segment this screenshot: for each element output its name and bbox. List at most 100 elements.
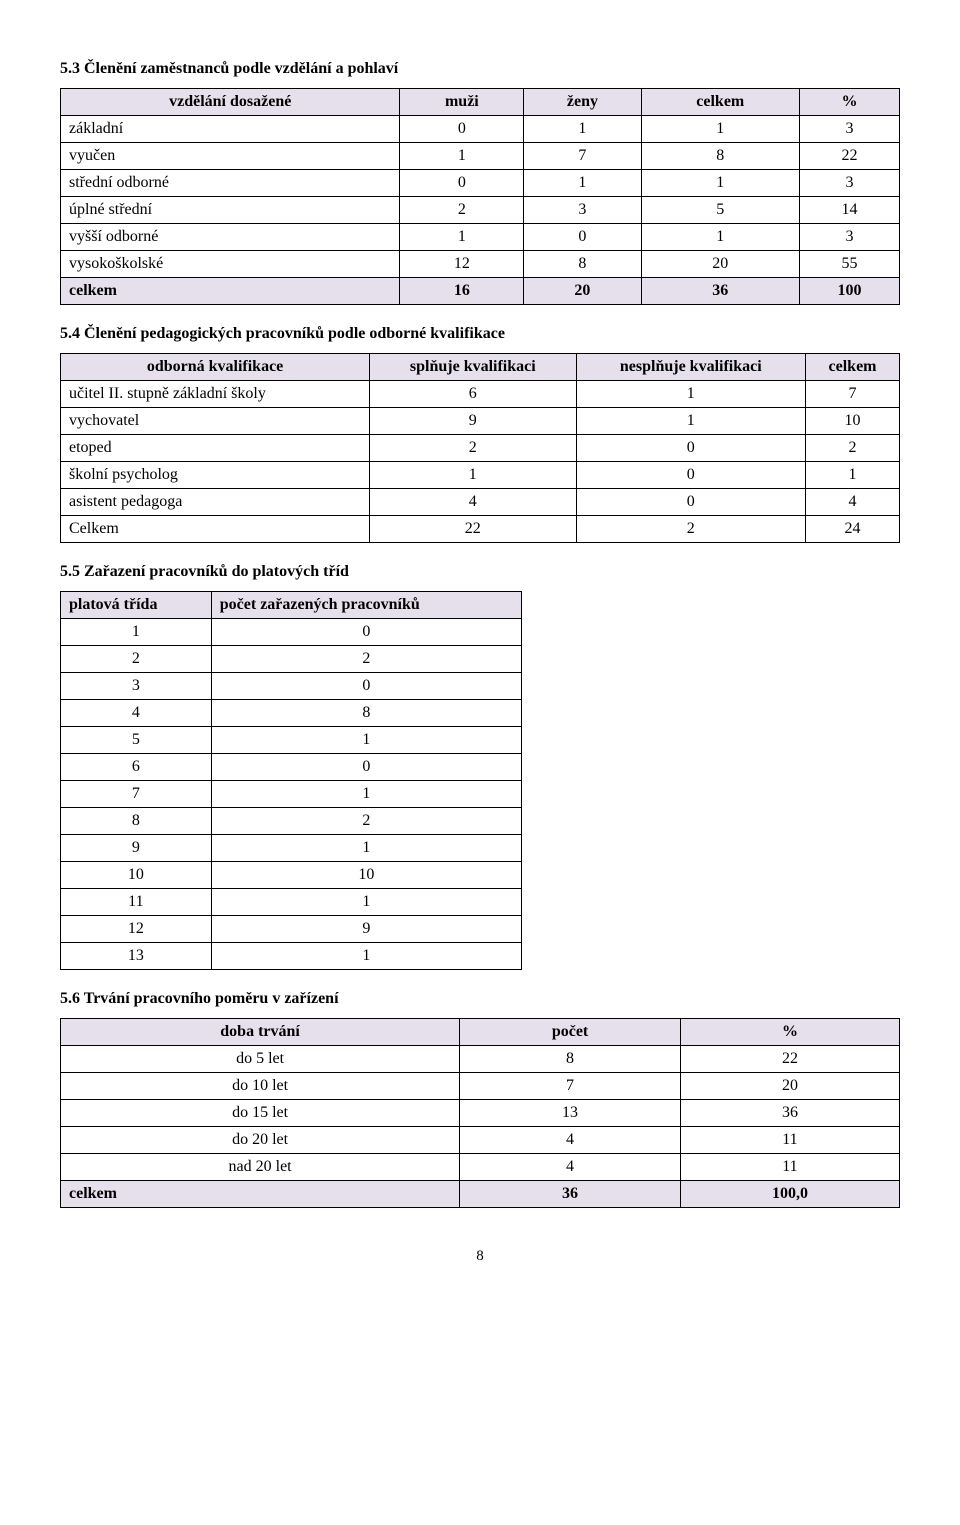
cell: 6	[61, 754, 212, 781]
table-row: 1010	[61, 862, 522, 889]
footer-cell: celkem	[61, 1181, 460, 1208]
cell: 8	[524, 251, 641, 278]
cell: 11	[61, 889, 212, 916]
table-row: 51	[61, 727, 522, 754]
cell: 8	[460, 1046, 681, 1073]
cell: do 5 let	[61, 1046, 460, 1073]
cell: 8	[61, 808, 212, 835]
table-56-body: do 5 let822do 10 let720do 15 let1336do 2…	[61, 1046, 900, 1181]
page-number: 8	[60, 1248, 900, 1265]
cell: 11	[680, 1127, 899, 1154]
cell: 14	[800, 197, 900, 224]
section-heading-56: 5.6 Trvání pracovního poměru v zařízení	[60, 990, 900, 1008]
col-header: muži	[400, 89, 524, 116]
table-row: nad 20 let411	[61, 1154, 900, 1181]
cell: 4	[806, 489, 900, 516]
cell: 1	[576, 381, 806, 408]
cell: 36	[680, 1100, 899, 1127]
table-row: 60	[61, 754, 522, 781]
cell: 1	[806, 462, 900, 489]
cell: 2	[211, 646, 521, 673]
cell: 13	[61, 943, 212, 970]
table-56: doba trvání počet % do 5 let822do 10 let…	[60, 1018, 900, 1208]
col-header: splňuje kvalifikaci	[370, 354, 576, 381]
cell: 10	[211, 862, 521, 889]
cell: učitel II. stupně základní školy	[61, 381, 370, 408]
table-53-body: základní0113vyučen17822střední odborné01…	[61, 116, 900, 278]
table-row: úplné střední23514	[61, 197, 900, 224]
table-row: 131	[61, 943, 522, 970]
section-heading-53: 5.3 Členění zaměstnanců podle vzdělání a…	[60, 60, 900, 78]
cell: 20	[680, 1073, 899, 1100]
cell: 1	[524, 170, 641, 197]
cell: 1	[641, 224, 799, 251]
cell: 8	[211, 700, 521, 727]
footer-cell: 36	[641, 278, 799, 305]
cell: 0	[576, 435, 806, 462]
table-54: odborná kvalifikace splňuje kvalifikaci …	[60, 353, 900, 543]
cell: 1	[641, 170, 799, 197]
table-row: do 5 let822	[61, 1046, 900, 1073]
cell: základní	[61, 116, 400, 143]
cell: 1	[576, 408, 806, 435]
col-header: celkem	[806, 354, 900, 381]
section-heading-55: 5.5 Zařazení pracovníků do platových tří…	[60, 563, 900, 581]
cell: úplné střední	[61, 197, 400, 224]
cell: 4	[370, 489, 576, 516]
col-header: platová třída	[61, 592, 212, 619]
cell: 55	[800, 251, 900, 278]
col-header: doba trvání	[61, 1019, 460, 1046]
cell: 1	[211, 835, 521, 862]
footer-cell: 20	[524, 278, 641, 305]
cell: 1	[641, 116, 799, 143]
cell: 4	[61, 700, 212, 727]
cell: 4	[460, 1154, 681, 1181]
table-row: školní psycholog101	[61, 462, 900, 489]
cell: 0	[211, 754, 521, 781]
table-row: 82	[61, 808, 522, 835]
table-row: vyšší odborné1013	[61, 224, 900, 251]
cell: 10	[806, 408, 900, 435]
table-row: střední odborné0113	[61, 170, 900, 197]
cell: vychovatel	[61, 408, 370, 435]
cell: 0	[576, 489, 806, 516]
col-header: počet	[460, 1019, 681, 1046]
cell: 9	[61, 835, 212, 862]
cell: vyučen	[61, 143, 400, 170]
table-row: 91	[61, 835, 522, 862]
cell: 0	[524, 224, 641, 251]
cell: 1	[61, 619, 212, 646]
cell: 20	[641, 251, 799, 278]
col-header: %	[800, 89, 900, 116]
table-row: Celkem22224	[61, 516, 900, 543]
cell: 1	[211, 727, 521, 754]
cell: 2	[400, 197, 524, 224]
cell: 10	[61, 862, 212, 889]
footer-cell: 16	[400, 278, 524, 305]
cell: 8	[641, 143, 799, 170]
cell: do 20 let	[61, 1127, 460, 1154]
table-row: 111	[61, 889, 522, 916]
cell: 1	[211, 781, 521, 808]
cell: 7	[61, 781, 212, 808]
table-row: 71	[61, 781, 522, 808]
cell: 3	[800, 224, 900, 251]
cell: 2	[576, 516, 806, 543]
cell: 0	[576, 462, 806, 489]
cell: 6	[370, 381, 576, 408]
cell: 7	[806, 381, 900, 408]
cell: 2	[211, 808, 521, 835]
cell: nad 20 let	[61, 1154, 460, 1181]
footer-cell: 36	[460, 1181, 681, 1208]
cell: 3	[524, 197, 641, 224]
footer-cell: celkem	[61, 278, 400, 305]
cell: 2	[370, 435, 576, 462]
col-header: %	[680, 1019, 899, 1046]
footer-cell: 100	[800, 278, 900, 305]
col-header: ženy	[524, 89, 641, 116]
cell: 3	[800, 116, 900, 143]
table-54-body: učitel II. stupně základní školy617vycho…	[61, 381, 900, 543]
cell: 11	[680, 1154, 899, 1181]
cell: 22	[800, 143, 900, 170]
cell: 2	[61, 646, 212, 673]
